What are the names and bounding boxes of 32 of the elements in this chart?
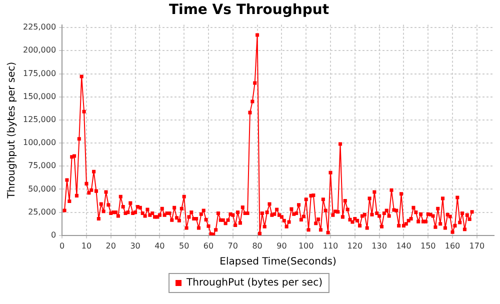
- y-tick-label: 0: [50, 230, 56, 240]
- x-tick-label: 150: [420, 241, 436, 250]
- x-tick-label: 120: [347, 241, 363, 250]
- y-tick-label: 175,000: [22, 68, 56, 78]
- x-tick-label: 70: [228, 241, 238, 250]
- x-tick-label: 90: [276, 241, 287, 250]
- y-tick-label: 25,000: [28, 207, 56, 216]
- y-axis-title: Throughput (bytes per sec): [6, 62, 18, 200]
- x-tick-label: 20: [106, 241, 116, 250]
- x-tick-label: 110: [322, 241, 338, 250]
- chart-title: Time Vs Throughput: [168, 2, 330, 18]
- x-tick-label: 130: [372, 241, 387, 250]
- x-tick-label: 50: [179, 241, 190, 250]
- y-tick-label: 100,000: [22, 138, 56, 148]
- x-tick-label: 60: [203, 241, 214, 250]
- x-tick-label: 140: [396, 241, 412, 250]
- x-tick-label: 0: [60, 241, 65, 250]
- x-tick-label: 170: [469, 241, 485, 250]
- x-tick-label: 10: [81, 241, 92, 250]
- y-tick-label: 75,000: [28, 161, 56, 170]
- x-axis-title: Elapsed Time(Seconds): [220, 256, 337, 268]
- legend-label: ThroughPut (bytes per sec): [186, 278, 323, 289]
- y-tick-label: 125,000: [22, 115, 56, 124]
- x-tick-label: 160: [444, 241, 460, 250]
- x-tick-label: 40: [154, 241, 165, 250]
- y-tick-label: 225,000: [22, 22, 56, 32]
- y-tick-label: 150,000: [22, 92, 56, 101]
- y-tick-label: 200,000: [22, 46, 56, 55]
- y-tick-label: 50,000: [28, 184, 56, 194]
- x-tick-label: 80: [252, 241, 262, 250]
- x-tick-label: 100: [298, 241, 314, 250]
- x-tick-label: 30: [130, 241, 140, 250]
